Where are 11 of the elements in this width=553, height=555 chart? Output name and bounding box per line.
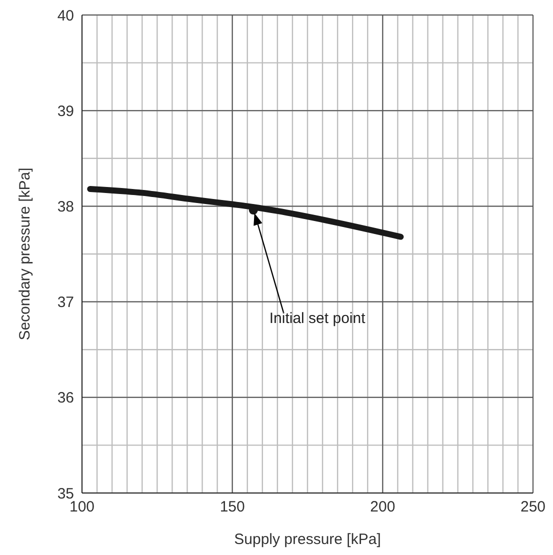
x-tick-label: 200	[370, 498, 396, 516]
x-tick-label: 150	[220, 498, 245, 516]
y-tick-label: 40	[57, 7, 74, 24]
x-axis-title: Supply pressure [kPa]	[234, 531, 381, 548]
y-tick-label: 39	[57, 102, 74, 120]
y-tick-label: 37	[57, 294, 74, 312]
y-tick-label: 36	[57, 390, 74, 407]
x-tick-label: 250	[520, 498, 546, 516]
y-axis-title: Secondary pressure [kPa]	[16, 168, 34, 340]
annotation: Initial set point	[269, 310, 366, 328]
y-tick-label: 38	[57, 198, 74, 216]
